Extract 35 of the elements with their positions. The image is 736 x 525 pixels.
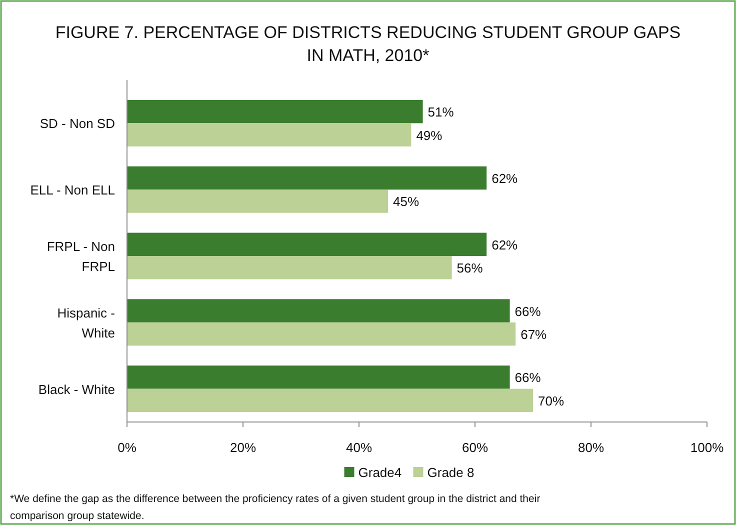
data-label: 66% [514, 304, 542, 319]
x-tick-label: 80% [578, 440, 604, 455]
x-tick-label: 20% [230, 440, 256, 455]
x-tick-label: 100% [690, 440, 724, 455]
bar [127, 123, 412, 146]
data-label: 66% [514, 370, 542, 386]
bar [127, 299, 510, 322]
y-tick-label: Black - White [38, 382, 115, 397]
text: *We define the gap as the difference between the proficiency rates of a given student group in the district and their comparison group statewide. [10, 493, 541, 522]
data-label: 49% [416, 128, 443, 143]
x-tick-label: 40% [346, 440, 372, 455]
chart-title: FIGURE 7. PERCENTAGE OF DISTRICTS REDUCING STUDENT GROUP GAPS IN MATH, 2010* [55, 23, 681, 65]
bar [127, 100, 423, 124]
bar [127, 388, 533, 412]
data-label: 62% [492, 237, 518, 252]
bar [127, 190, 388, 213]
x-tick-label: 60% [462, 440, 488, 455]
bar [127, 366, 510, 389]
data-label: 70% [538, 393, 564, 408]
y-tick-label: ELL - Non ELL [30, 182, 115, 198]
data-label: 51% [428, 104, 454, 120]
bar [127, 232, 487, 256]
x-tick-label: 0% [118, 440, 137, 455]
y-tick-label: SD - Non SD [40, 116, 115, 132]
data-label: 56% [456, 260, 484, 276]
data-label: 45% [393, 194, 420, 210]
y-tick-label: FRPL - Non FRPL [46, 239, 115, 274]
bar [127, 256, 452, 280]
y-tick-label: Hispanic - White [57, 305, 115, 340]
data-label: 62% [492, 170, 518, 186]
bar [127, 166, 487, 190]
bar [127, 322, 516, 346]
legend-label: Grade4 [358, 465, 402, 480]
data-label: 67% [520, 327, 548, 342]
legend-label: Grade 8 [427, 465, 474, 480]
